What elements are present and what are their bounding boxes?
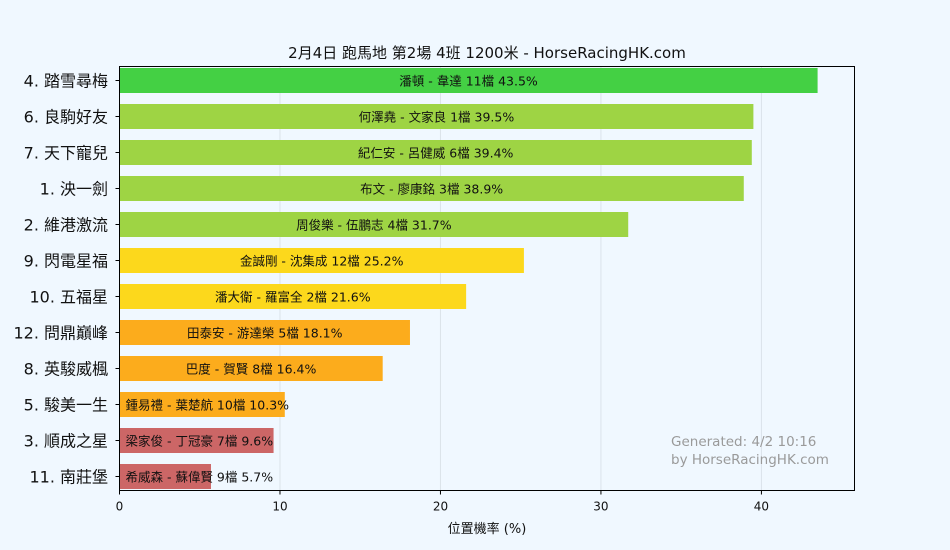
bar bbox=[119, 464, 211, 489]
bar-data-label: 紀仁安 - 呂健威 6檔 39.4% bbox=[358, 146, 514, 161]
horse-label: 8. 英駿威楓 bbox=[24, 360, 108, 379]
horse-label: 5. 駿美一生 bbox=[24, 396, 108, 415]
bar bbox=[119, 212, 629, 237]
watermark-source: by HorseRacingHK.com bbox=[671, 452, 829, 468]
bar bbox=[119, 428, 274, 453]
bar bbox=[119, 104, 754, 129]
x-axis-ticks: 0 10 20 30 40 bbox=[115, 80, 769, 514]
watermark-generated: Generated: 4/2 10:16 bbox=[671, 434, 816, 450]
horse-label: 2. 維港激流 bbox=[24, 216, 108, 235]
x-tick-label: 10 bbox=[272, 500, 287, 514]
x-axis-label: 位置機率 (%) bbox=[448, 521, 527, 537]
bar-data-label: 潘頓 - 韋達 11檔 43.5% bbox=[399, 74, 538, 89]
x-tick-label: 0 bbox=[116, 500, 124, 514]
horse-label: 10. 五福星 bbox=[29, 288, 108, 307]
horse-label: 3. 順成之星 bbox=[24, 432, 108, 451]
x-tick-label: 30 bbox=[593, 500, 608, 514]
bar bbox=[119, 248, 524, 273]
bar bbox=[119, 140, 752, 165]
horse-label: 12. 問鼎巔峰 bbox=[13, 324, 108, 343]
bar-data-label: 鍾易禮 - 葉楚航 10檔 10.3% bbox=[126, 398, 290, 413]
bar-data-label: 何澤堯 - 文家良 1檔 39.5% bbox=[359, 110, 515, 125]
bar-data-label: 金誠剛 - 沈集成 12檔 25.2% bbox=[240, 254, 404, 269]
x-tick-label: 40 bbox=[754, 500, 769, 514]
chart-title: 2月4日 跑馬地 第2場 4班 1200米 - HorseRacingHK.co… bbox=[288, 44, 686, 62]
horse-label: 7. 天下寵兒 bbox=[24, 144, 108, 163]
bar-data-label: 梁家俊 - 丁冠豪 7檔 9.6% bbox=[126, 434, 274, 449]
bar bbox=[119, 68, 818, 93]
bar-data-label: 希威森 - 蘇偉賢 9檔 5.7% bbox=[126, 470, 274, 485]
x-tick-label: 20 bbox=[433, 500, 448, 514]
bar-data-label: 潘大衛 - 羅富全 2檔 21.6% bbox=[215, 290, 371, 305]
bars: 4. 踏雪尋梅 潘頓 - 韋達 11檔 43.5% 6. 良駒好友 何澤堯 - 文家良… bbox=[13, 68, 818, 489]
horse-label: 4. 踏雪尋梅 bbox=[24, 72, 108, 91]
bar bbox=[119, 320, 410, 345]
bar-data-label: 田泰安 - 游達榮 5檔 18.1% bbox=[187, 326, 343, 341]
horse-label: 6. 良駒好友 bbox=[24, 108, 108, 127]
bar-data-label: 布文 - 廖康銘 3檔 38.9% bbox=[360, 182, 503, 197]
bar bbox=[119, 392, 285, 417]
horse-label: 11. 南莊堡 bbox=[29, 468, 108, 487]
bar-data-label: 周俊樂 - 伍鵬志 4檔 31.7% bbox=[296, 218, 452, 233]
bar bbox=[119, 356, 383, 381]
bar-data-label: 巴度 - 賀賢 8檔 16.4% bbox=[186, 362, 317, 377]
plot-frame bbox=[119, 66, 855, 491]
plot-area bbox=[119, 66, 855, 491]
horse-label: 9. 閃電星福 bbox=[24, 252, 108, 271]
bar bbox=[119, 176, 744, 201]
bar bbox=[119, 284, 467, 309]
horse-label: 1. 泱一劍 bbox=[40, 180, 108, 199]
